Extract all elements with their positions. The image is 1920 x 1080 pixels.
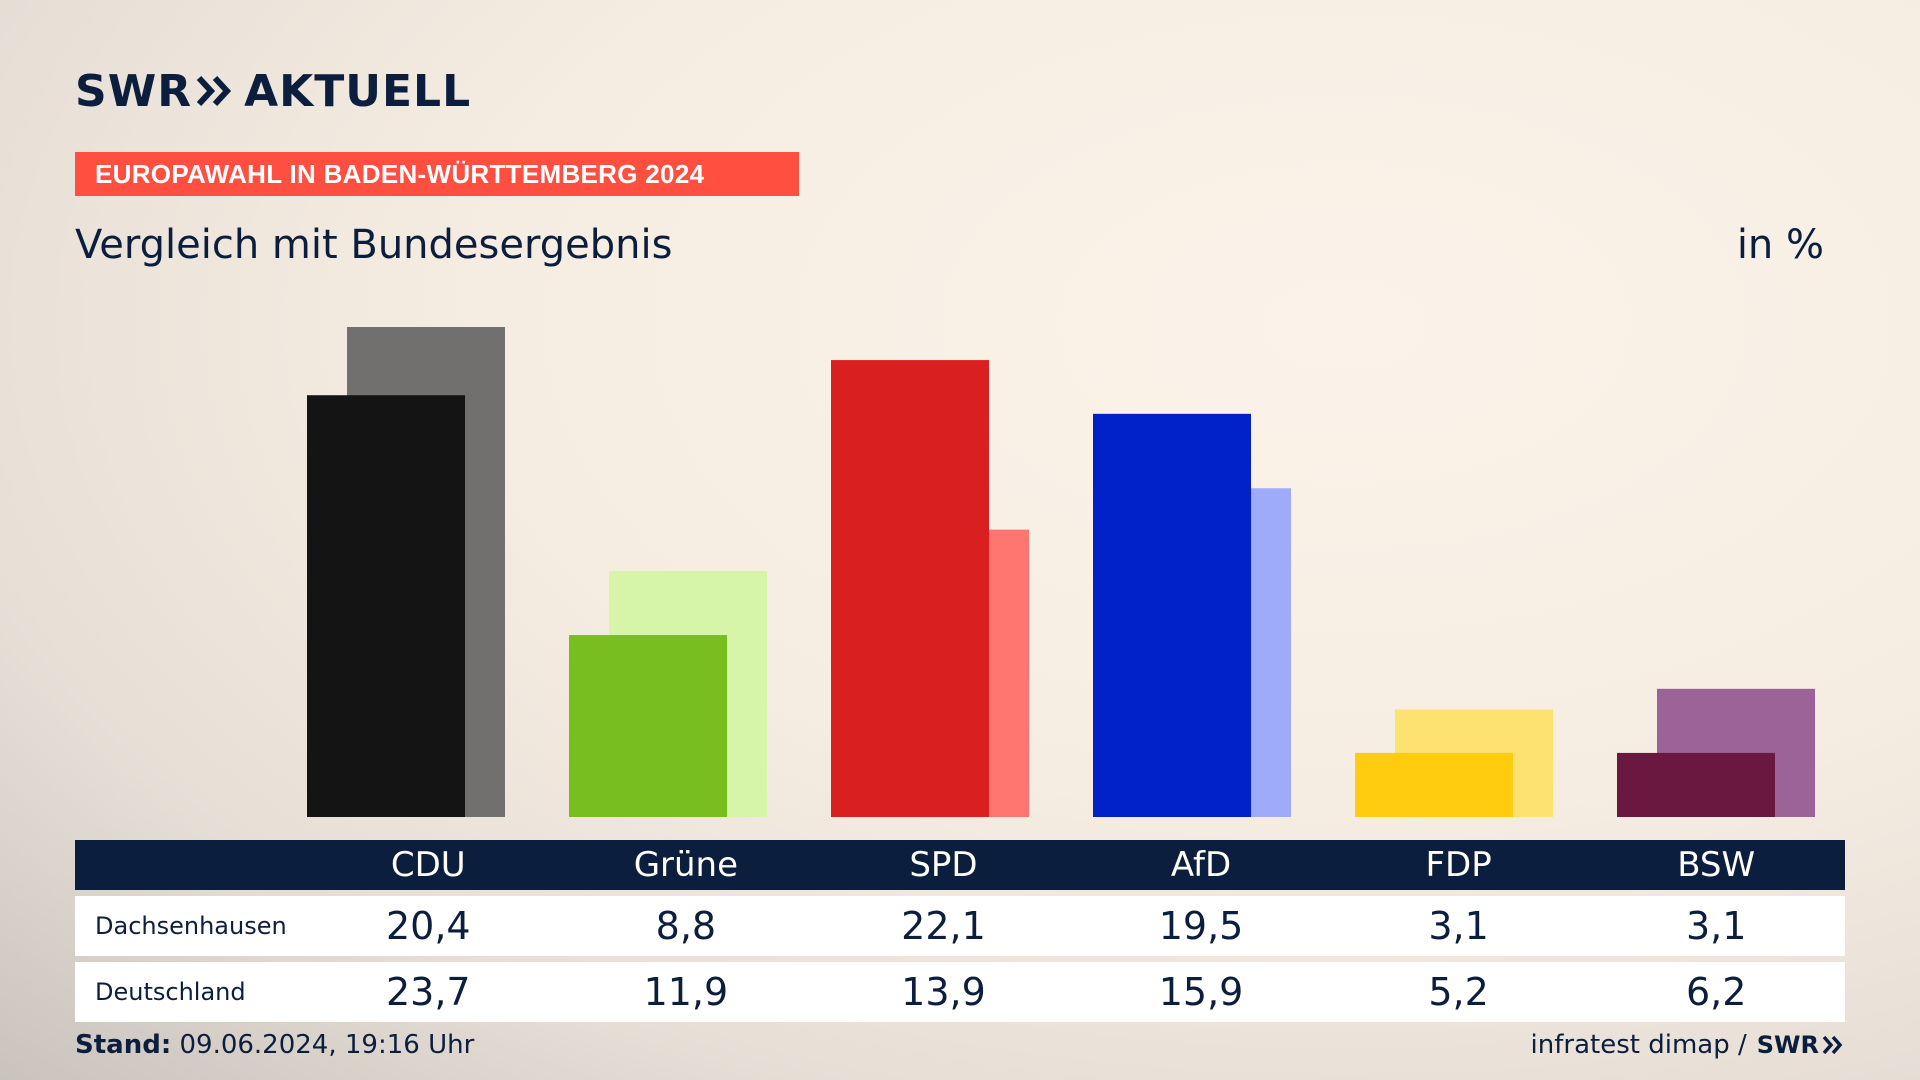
value-cell: 22,1 bbox=[901, 904, 986, 948]
header-spd: SPD bbox=[909, 845, 978, 885]
table-row: Dachsenhausen 20,4 8,8 22,1 19,5 3,1 3,1 bbox=[75, 896, 1845, 956]
table-header: CDU Grüne SPD AfD FDP BSW bbox=[75, 840, 1845, 890]
bar-gruene-dachsenhausen bbox=[569, 635, 727, 817]
header-afd: AfD bbox=[1170, 845, 1232, 885]
results-table: CDU Grüne SPD AfD FDP BSW Dachsenhausen … bbox=[75, 840, 1845, 1022]
logo-product: AKTUELL bbox=[244, 65, 472, 117]
table-row: Deutschland 23,7 11,9 13,9 15,9 5,2 6,2 bbox=[75, 962, 1845, 1022]
value-cell: 8,8 bbox=[655, 904, 717, 948]
bar-afd-dachsenhausen bbox=[1093, 413, 1251, 817]
bar-fdp-dachsenhausen bbox=[1355, 752, 1513, 817]
value-cell: 23,7 bbox=[385, 970, 471, 1014]
chevrons-icon bbox=[1822, 1035, 1843, 1055]
stand-value: 09.06.2024, 19:16 Uhr bbox=[179, 1030, 475, 1060]
source-text: infratest dimap / bbox=[1530, 1030, 1747, 1060]
value-cell: 3,1 bbox=[1685, 904, 1747, 948]
bar-bsw-dachsenhausen bbox=[1617, 752, 1775, 817]
chevrons-icon bbox=[196, 75, 232, 107]
kicker-text: EUROPAWAHL IN BADEN-WÜRTTEMBERG 2024 bbox=[95, 158, 705, 189]
row-label-local: Dachsenhausen bbox=[95, 912, 287, 940]
value-cell: 13,9 bbox=[901, 970, 986, 1014]
header-gruene: Grüne bbox=[633, 845, 739, 885]
value-cell: 6,2 bbox=[1685, 970, 1747, 1014]
header-bsw: BSW bbox=[1677, 845, 1756, 885]
chart-title: Vergleich mit Bundesergebnis bbox=[75, 222, 673, 268]
unit-label: in % bbox=[1736, 222, 1824, 268]
value-cell: 11,9 bbox=[643, 970, 729, 1014]
election-kicker: EUROPAWAHL IN BADEN-WÜRTTEMBERG 2024 bbox=[75, 152, 799, 196]
timestamp: Stand: 09.06.2024, 19:16 Uhr bbox=[75, 1030, 474, 1060]
value-cell: 5,2 bbox=[1428, 970, 1489, 1014]
logo-brand: SWR bbox=[75, 65, 193, 117]
bar-spd-dachsenhausen bbox=[831, 360, 989, 817]
swr-aktuell-logo: SWR AKTUELL bbox=[75, 65, 472, 117]
bar-chart bbox=[307, 327, 1815, 817]
stand-label: Stand: bbox=[75, 1030, 172, 1060]
row-label-national: Deutschland bbox=[95, 978, 246, 1006]
footer-logo: SWR bbox=[1756, 1031, 1819, 1059]
header-cdu: CDU bbox=[390, 845, 466, 885]
bar-cdu-dachsenhausen bbox=[307, 395, 465, 817]
value-cell: 19,5 bbox=[1158, 904, 1244, 948]
source-credit: infratest dimap / SWR bbox=[1531, 1030, 1844, 1060]
value-cell: 15,9 bbox=[1158, 970, 1244, 1014]
header-fdp: FDP bbox=[1425, 845, 1492, 885]
value-cell: 3,1 bbox=[1428, 904, 1489, 948]
value-cell: 20,4 bbox=[385, 904, 471, 948]
